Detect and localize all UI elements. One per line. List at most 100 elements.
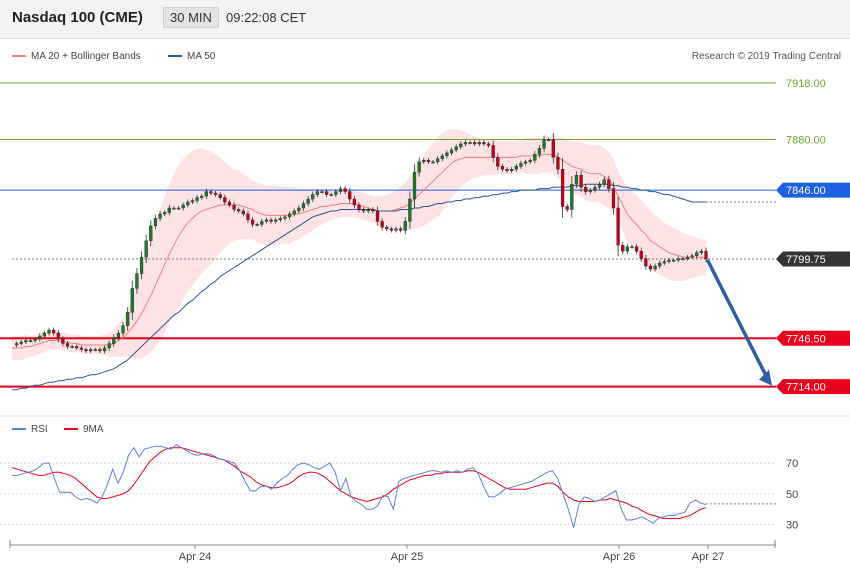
- price-level-tag-2: [776, 182, 850, 198]
- candle-body: [607, 179, 611, 189]
- candle-body: [542, 139, 546, 149]
- candle-body: [311, 194, 315, 200]
- rsi-tick-label-0: 70: [786, 458, 798, 470]
- legend-item-9ma: 9MA: [64, 424, 104, 435]
- price-level-label-3: 7799.75: [786, 254, 826, 266]
- candle-body: [611, 188, 616, 209]
- forecast-arrow-shaft: [706, 259, 769, 380]
- candle-body: [190, 200, 195, 203]
- candle-body: [130, 288, 134, 313]
- candle-body: [685, 256, 690, 259]
- price-level-label-1: 7880.00: [786, 134, 826, 146]
- candle-body: [505, 169, 509, 171]
- rsi-swatch: [12, 428, 26, 431]
- candle-body: [389, 228, 394, 231]
- candle-body: [237, 209, 241, 212]
- candle-body: [139, 256, 144, 274]
- candle-body: [172, 207, 176, 210]
- rsi-ma9-line: [11, 447, 707, 519]
- rsi-tick-label-2: 30: [786, 520, 798, 532]
- candle-body: [93, 349, 97, 351]
- candle-body: [593, 186, 597, 191]
- candle-body: [699, 250, 704, 253]
- candle-body: [320, 191, 324, 194]
- candle-body: [301, 203, 306, 209]
- candle-body: [56, 332, 60, 340]
- candle-body: [361, 209, 366, 212]
- price-level-tag-4: [776, 330, 850, 346]
- candle-body: [28, 340, 33, 342]
- candle-body: [181, 204, 185, 209]
- candle-body: [537, 148, 542, 155]
- candle-body: [630, 246, 634, 249]
- candle-body: [560, 169, 565, 207]
- candle-body: [426, 160, 431, 163]
- candle-body: [417, 161, 421, 173]
- candle-body: [84, 349, 88, 352]
- time-axis-label-3: Apr 27: [692, 551, 724, 563]
- candle-body: [287, 213, 292, 218]
- candle-body: [662, 261, 666, 264]
- candle-body: [283, 216, 287, 219]
- candle-body: [597, 183, 602, 188]
- candle-body: [459, 143, 463, 148]
- candle-body: [42, 332, 47, 337]
- time-axis-label-2: Apr 26: [603, 551, 635, 563]
- candle-body: [436, 158, 440, 163]
- candle-body: [102, 347, 107, 352]
- candle-body: [431, 161, 435, 164]
- candle-body: [348, 191, 352, 200]
- candle-body: [121, 325, 125, 334]
- candle-body: [463, 142, 468, 145]
- candle-body: [380, 221, 384, 228]
- candle-body: [79, 347, 84, 350]
- candle-body: [186, 201, 190, 206]
- research-credit: Research © 2019 Trading Central: [691, 51, 841, 62]
- candle-body: [218, 194, 222, 198]
- candle-body: [75, 346, 79, 349]
- candle-body: [338, 188, 343, 192]
- candle-body: [329, 194, 333, 196]
- candle-body: [153, 218, 158, 227]
- candle-body: [371, 209, 375, 212]
- candlesticks: [14, 133, 708, 354]
- legend-item-bollinger: MA 20 + Bollinger Bands: [12, 51, 141, 62]
- timeframe-selector[interactable]: 30 MIN: [163, 7, 219, 28]
- candle-body: [634, 246, 639, 252]
- candle-body: [574, 175, 579, 185]
- candle-body: [167, 207, 171, 213]
- candle-body: [163, 212, 167, 215]
- candle-body: [47, 329, 51, 334]
- bollinger-swatch: [12, 55, 26, 58]
- candle-body: [695, 252, 699, 256]
- candle-body: [510, 169, 514, 171]
- candle-body: [334, 191, 338, 195]
- forecast-arrow-head: [759, 369, 772, 386]
- candle-body: [135, 273, 139, 289]
- candle-body: [385, 227, 389, 230]
- candle-body: [158, 213, 162, 219]
- instrument-title: Nasdaq 100 (CME): [12, 9, 143, 26]
- candle-body: [667, 259, 671, 262]
- candle-body: [227, 201, 232, 206]
- price-level-label-4: 7746.50: [786, 333, 826, 345]
- candle-body: [440, 155, 444, 160]
- candle-body: [352, 198, 357, 206]
- candle-body: [250, 219, 255, 225]
- candle-body: [671, 259, 676, 262]
- legend-label-9ma: 9MA: [83, 424, 104, 435]
- candle-body: [144, 240, 148, 258]
- candle-body: [445, 152, 449, 157]
- candle-body: [195, 197, 199, 201]
- candle-body: [19, 341, 23, 344]
- legend-item-rsi: RSI: [12, 424, 48, 435]
- candle-body: [232, 204, 236, 210]
- candle-body: [375, 210, 380, 222]
- candle-body: [653, 265, 657, 270]
- candle-body: [107, 343, 111, 349]
- candle-body: [200, 195, 204, 198]
- candle-body: [551, 139, 555, 158]
- candle-body: [473, 142, 477, 145]
- candle-body: [176, 207, 181, 210]
